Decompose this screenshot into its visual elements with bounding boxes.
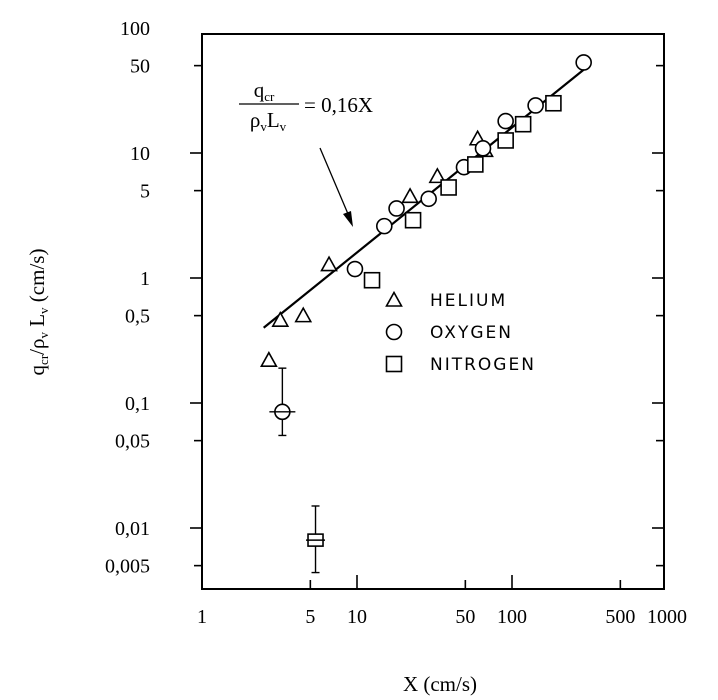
- point-square: [467, 156, 484, 173]
- legend-marker-circle: [385, 323, 403, 341]
- point-circle: [420, 190, 437, 208]
- legend-label: HELIUM: [430, 291, 507, 311]
- formula-rhs: = 0,16X: [304, 93, 373, 117]
- formula-denominator: ρvLv: [250, 108, 287, 134]
- ticks: [190, 64, 664, 589]
- point-square: [497, 132, 514, 149]
- data-points: [260, 54, 592, 574]
- point-square: [404, 211, 422, 229]
- legend-marker-triangle: [385, 290, 403, 307]
- fit-formula: qcr ρvLv = 0,16X: [239, 78, 373, 227]
- point-circle: [346, 260, 364, 278]
- plot-frame: [201, 33, 665, 590]
- y-tick-label: 0,5: [125, 306, 150, 328]
- point-triangle: [428, 167, 447, 184]
- y-tick-label: 10: [130, 143, 150, 165]
- point-circle: [575, 54, 592, 71]
- point-triangle: [294, 306, 313, 323]
- x-tick-label: 1000: [647, 606, 687, 628]
- tick-labels: 1 5 10 50 100 500 1000 100 50 10 5 1 0,5 0,1 0,05 0,01 0…: [105, 18, 687, 628]
- point-circle: [474, 140, 492, 157]
- legend-marker-square: [385, 355, 403, 373]
- y-tick-label: 0,05: [115, 431, 150, 453]
- y-axis-title: qcr/ρv Lv (cm/s): [25, 249, 51, 376]
- point-square: [440, 179, 457, 196]
- y-tick-label: 0,01: [115, 518, 150, 540]
- legend: HELIUM OXYGEN NITROGEN: [385, 290, 536, 375]
- x-tick-label: 50: [455, 606, 475, 628]
- y-tick-label: 100: [120, 18, 150, 40]
- y-tick-label: 1: [140, 268, 150, 290]
- y-tick-label: 5: [140, 181, 150, 203]
- point-triangle: [271, 311, 290, 327]
- x-tick-label: 5: [305, 606, 315, 628]
- point-circle: [497, 112, 514, 130]
- point-triangle: [401, 187, 419, 204]
- y-tick-label: 50: [130, 56, 150, 78]
- x-axis-title: X (cm/s): [403, 672, 477, 696]
- y-tick-label: 0,1: [125, 393, 150, 415]
- point-circle: [388, 200, 405, 217]
- point-circle: [527, 97, 544, 114]
- x-tick-label: 500: [605, 606, 635, 628]
- point-square: [514, 115, 532, 133]
- x-tick-label: 100: [497, 606, 527, 628]
- point-triangle: [320, 255, 338, 272]
- point-square: [363, 271, 381, 289]
- point-square: [545, 94, 562, 112]
- formula-numerator: qcr: [254, 78, 275, 104]
- y-tick-label: 0,005: [105, 556, 150, 578]
- x-tick-label: 1: [197, 606, 207, 628]
- legend-label: NITROGEN: [430, 355, 536, 375]
- point-circle: [375, 217, 393, 235]
- x-tick-label: 10: [347, 606, 367, 628]
- formula-arrow: [319, 147, 352, 222]
- point-triangle: [260, 351, 278, 367]
- legend-label: OXYGEN: [430, 323, 513, 343]
- formula-arrowhead: [343, 211, 353, 227]
